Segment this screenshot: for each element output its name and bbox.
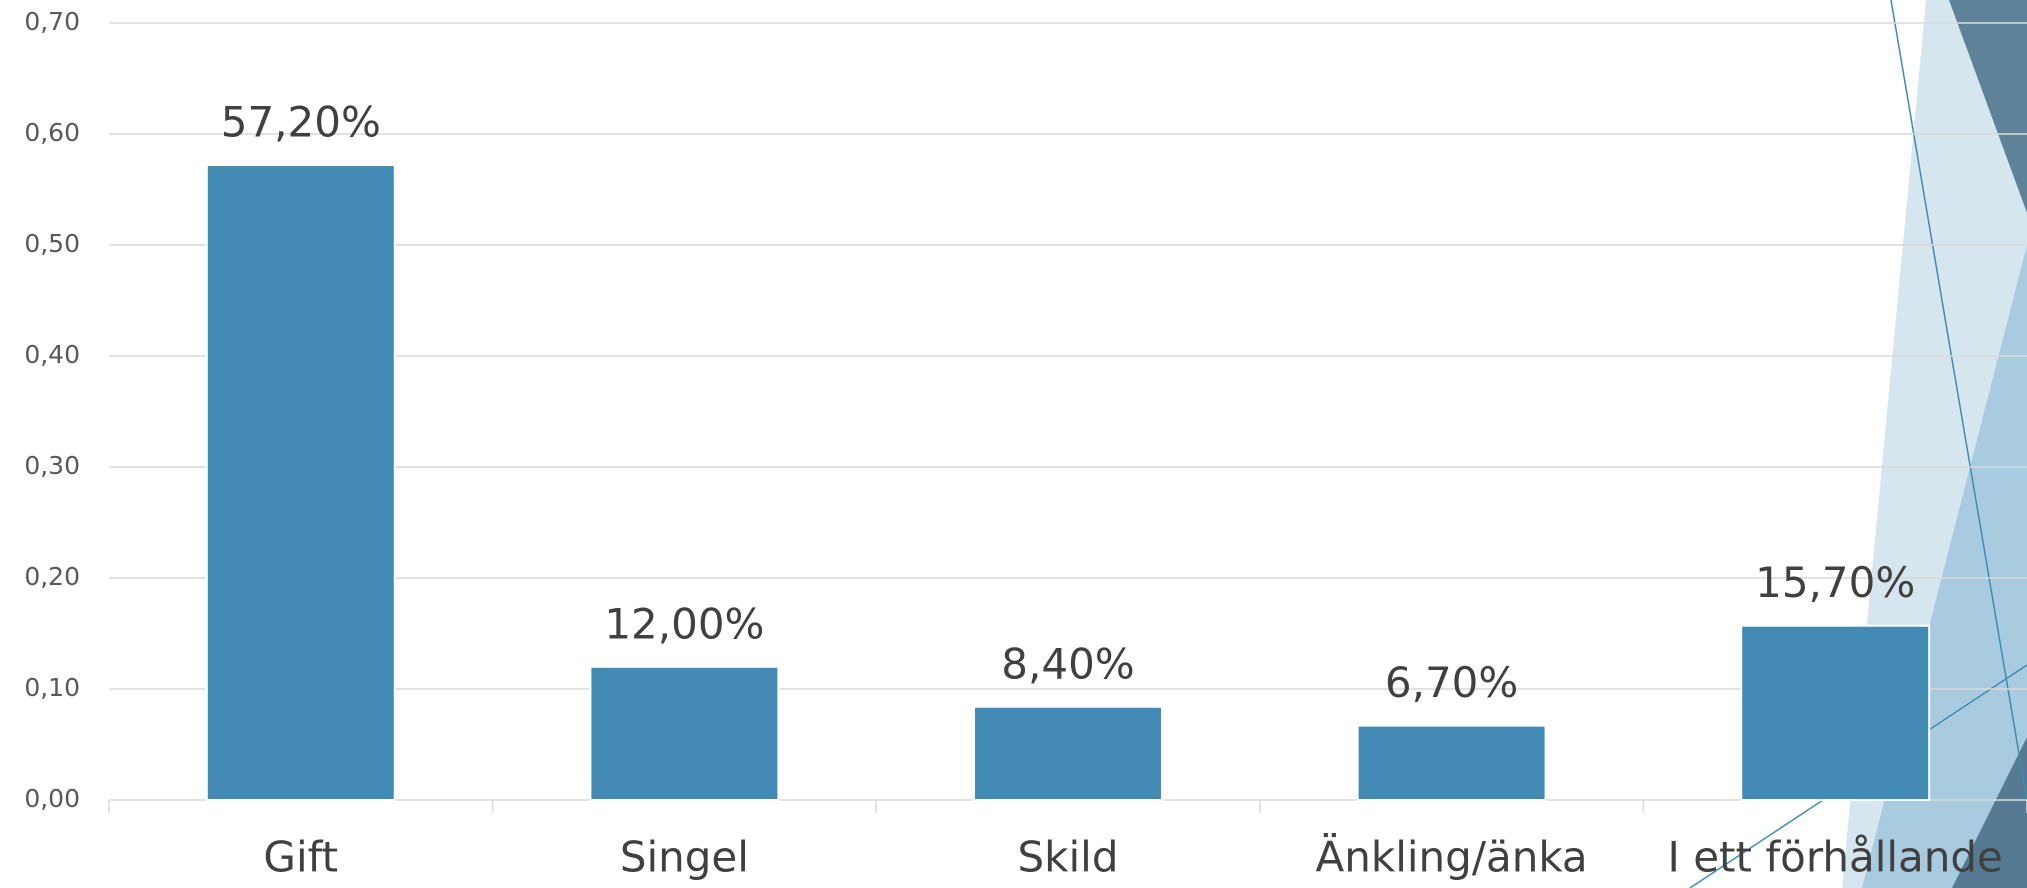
data-label: 8,40% (1001, 639, 1134, 688)
y-tick-label: 0,10 (24, 673, 80, 702)
x-tick-label: Skild (1018, 833, 1119, 882)
y-tick-label: 0,20 (24, 562, 80, 591)
x-tick-label: Singel (620, 833, 749, 882)
bar (207, 165, 395, 800)
page: 0,00 0,10 0,20 0,30 0,40 0,50 0,60 0,70 Gift 57,2… (0, 0, 2027, 888)
bar (1741, 626, 1929, 800)
bar (1358, 726, 1546, 800)
bar (974, 707, 1162, 800)
bar (590, 667, 778, 800)
y-tick-label: 0,70 (24, 7, 80, 36)
data-label: 57,20% (221, 98, 381, 147)
y-tick-label: 0,00 (24, 784, 80, 813)
chart: 0,00 0,10 0,20 0,30 0,40 0,50 0,60 0,70 Gift 57,2… (0, 0, 2027, 888)
x-tick-label: Änkling/änka (1316, 832, 1588, 882)
x-tick-label: Gift (263, 833, 338, 882)
y-tick-label: 0,30 (24, 451, 80, 480)
y-tick-label: 0,50 (24, 229, 80, 258)
data-label: 15,70% (1755, 558, 1915, 607)
data-label: 6,70% (1385, 658, 1518, 707)
y-tick-label: 0,40 (24, 340, 80, 369)
x-tick-label: I ett förhållande (1667, 833, 2002, 882)
y-tick-label: 0,60 (24, 118, 80, 147)
data-label: 12,00% (604, 599, 764, 648)
